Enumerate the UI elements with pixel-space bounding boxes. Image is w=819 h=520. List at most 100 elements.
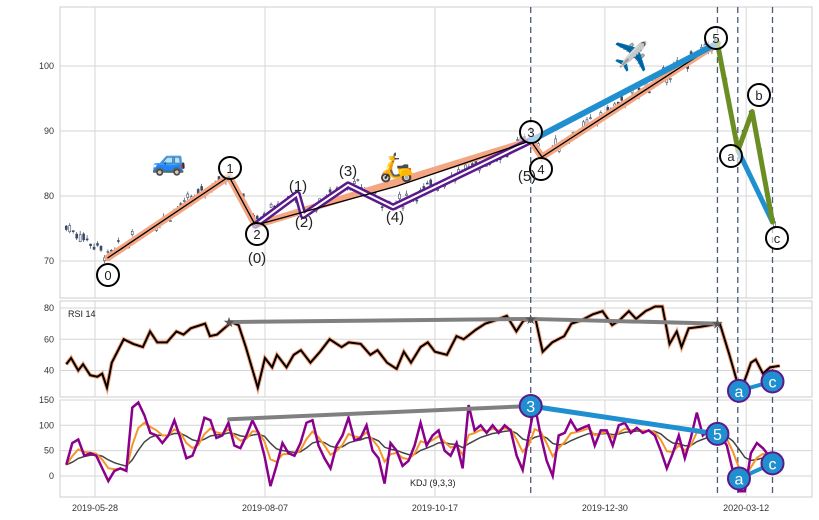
sub-wave-label: (0) — [248, 250, 266, 267]
wave-label-text: c — [774, 231, 781, 246]
candle — [186, 193, 190, 198]
sub-wave-label: (2) — [295, 214, 313, 231]
wave-marker-text: a — [735, 472, 744, 489]
wave-label-5: 5 — [704, 26, 728, 50]
wave-label-circle — [519, 120, 543, 144]
correction-ac-line — [735, 148, 776, 225]
sub-wave-label: (3) — [339, 163, 357, 180]
wave-label-3: 3 — [519, 120, 543, 144]
wave-label-text: 1 — [226, 161, 233, 176]
wave-label-1: 1 — [218, 156, 242, 180]
candle — [182, 200, 186, 202]
date-tick-label: 2019-08-07 — [242, 503, 288, 513]
date-tick-label: 2019-12-30 — [582, 503, 628, 513]
kdj-tick-label: 50 — [44, 446, 54, 456]
candle — [99, 245, 103, 251]
wave-marker-text: c — [769, 374, 777, 391]
wave-label-4: 4 — [529, 157, 553, 181]
wave-label-circle — [529, 157, 553, 181]
rsi-panel-frame — [59, 300, 813, 398]
candle — [130, 231, 134, 235]
sub-wave-label: (5) — [518, 168, 536, 185]
candle — [82, 233, 85, 241]
airplane-icon: ✈️ — [614, 39, 649, 73]
kdj-wave-3: 3 — [518, 394, 543, 419]
wave-label-circle — [719, 144, 743, 168]
wave-marker-text: 3 — [526, 399, 535, 416]
kdj-wave-5: 5 — [705, 421, 730, 446]
extension-line — [527, 40, 721, 144]
wave-marker-text: a — [735, 384, 744, 401]
car-icon: 🚙 — [152, 145, 187, 177]
kdj-k-line — [65, 421, 776, 479]
rsi-tick-label: 80 — [44, 303, 54, 313]
candle — [589, 117, 592, 120]
wave-label-text: 4 — [537, 162, 544, 177]
candle — [401, 206, 405, 209]
candle — [169, 220, 172, 222]
wave-label-2: 2 — [245, 222, 269, 246]
rsi-label: RSI 14 — [68, 309, 96, 319]
sub-wave-label: (1) — [289, 178, 307, 195]
wave-label-circle — [245, 222, 269, 246]
wave-label-text: 2 — [253, 227, 260, 242]
candle — [255, 215, 259, 220]
wave-marker-circle — [726, 378, 751, 403]
wave-label-circle — [747, 83, 771, 107]
wave-marker-text: c — [769, 456, 777, 473]
candle — [356, 179, 360, 181]
candle — [436, 189, 440, 191]
date-tick-label: 2020-03-12 — [723, 503, 769, 513]
candle — [106, 251, 110, 253]
price-tick-label: 90 — [44, 126, 54, 136]
wave-label-circle — [96, 263, 120, 287]
price-tick-label: 70 — [44, 256, 54, 266]
kdj-wave-c: c — [760, 451, 785, 476]
candle — [92, 246, 96, 250]
kdj-label: KDJ (9,3,3) — [410, 478, 456, 488]
price-panel-frame — [59, 6, 813, 299]
wave-label-circle — [765, 226, 789, 250]
rsi-line — [65, 305, 780, 392]
wave-label-a: a — [719, 144, 743, 168]
candle — [620, 96, 623, 101]
candle — [353, 181, 356, 184]
wave-marker-circle — [518, 394, 543, 419]
sub-wave-label: (4) — [386, 209, 404, 226]
sub-wave-line-inner — [254, 139, 532, 227]
wave-label-text: a — [727, 149, 735, 164]
candle — [405, 193, 408, 196]
candle — [71, 230, 75, 232]
candle — [380, 206, 384, 209]
scooter-icon: 🛵 — [379, 152, 414, 184]
rsi-divergence-line — [227, 316, 720, 326]
candle — [668, 78, 672, 80]
kdj-divergence-line — [227, 404, 533, 422]
candle — [200, 186, 203, 191]
candle — [64, 225, 68, 230]
wave-marker-circle — [760, 369, 785, 394]
wave-marker-circle — [705, 421, 730, 446]
wave-label-circle — [704, 26, 728, 50]
kdj-d-line — [65, 429, 776, 467]
rsi-wave-c: c — [760, 369, 785, 394]
kdj-j-line — [65, 400, 777, 493]
candle — [75, 233, 78, 239]
wave-label-text: 5 — [712, 31, 719, 46]
candle — [85, 238, 89, 241]
candle — [78, 234, 82, 242]
kdj-wave-line — [528, 403, 720, 437]
kdj-wave-a: a — [726, 466, 751, 491]
wave-label-c: c — [765, 226, 789, 250]
correction-wave-line — [714, 40, 776, 225]
wave-marker-text: 5 — [713, 427, 722, 444]
wave-marker-circle — [726, 466, 751, 491]
candle — [68, 225, 72, 233]
price-tick-label: 80 — [44, 191, 54, 201]
wave-label-b: b — [747, 83, 771, 107]
star-marker: ★ — [223, 314, 236, 330]
wave-label-text: 0 — [104, 268, 111, 283]
candle — [117, 240, 120, 242]
wave-label-0: 0 — [96, 263, 120, 287]
